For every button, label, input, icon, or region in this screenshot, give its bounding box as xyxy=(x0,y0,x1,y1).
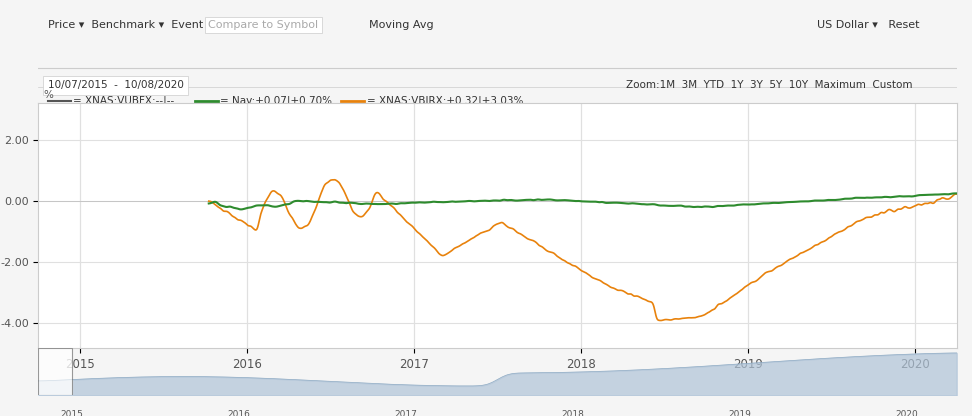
Text: Price ▾  Benchmark ▾  Event ▾: Price ▾ Benchmark ▾ Event ▾ xyxy=(48,20,212,30)
Text: 2016: 2016 xyxy=(227,410,250,416)
Text: %: % xyxy=(43,90,52,100)
Text: Moving Avg: Moving Avg xyxy=(369,20,434,30)
Text: = XNAS:VBIRX:+0.32|+3.03%: = XNAS:VBIRX:+0.32|+3.03% xyxy=(367,96,524,106)
Bar xyxy=(39,348,72,396)
Text: = Nav:+0.07|+0.70%: = Nav:+0.07|+0.70% xyxy=(221,96,332,106)
Text: 2017: 2017 xyxy=(395,410,417,416)
Bar xyxy=(39,348,72,396)
Text: US Dollar ▾   Reset: US Dollar ▾ Reset xyxy=(817,20,920,30)
Text: Zoom:1M  3M  YTD  1Y  3Y  5Y  10Y  Maximum  Custom: Zoom:1M 3M YTD 1Y 3Y 5Y 10Y Maximum Cust… xyxy=(626,80,913,90)
Text: = XNAS:VUBFX:--|--: = XNAS:VUBFX:--|-- xyxy=(73,96,175,106)
Text: 2018: 2018 xyxy=(561,410,584,416)
Text: Compare to Symbol: Compare to Symbol xyxy=(208,20,319,30)
Text: 2020: 2020 xyxy=(895,410,918,416)
Text: 10/07/2015  -  10/08/2020: 10/07/2015 - 10/08/2020 xyxy=(48,80,184,90)
Text: 2019: 2019 xyxy=(728,410,751,416)
Text: 2015: 2015 xyxy=(60,410,84,416)
